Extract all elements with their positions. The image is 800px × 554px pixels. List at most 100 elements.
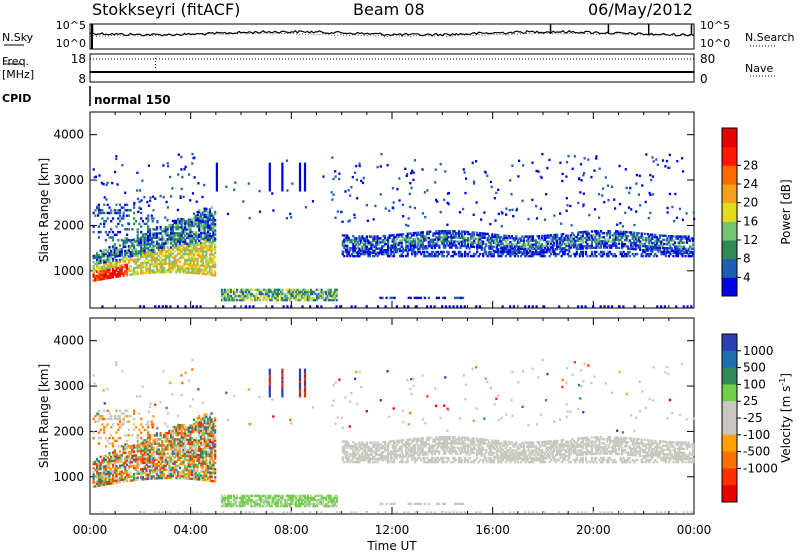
echo-cell: [187, 459, 190, 462]
echo-cell: [390, 248, 393, 251]
echo-cell: [113, 233, 116, 236]
echo-cell: [581, 252, 584, 256]
echo-cell: [187, 469, 190, 472]
echo-cell: [498, 240, 501, 243]
echo-cell: [152, 269, 155, 272]
echo-cell: [497, 252, 500, 256]
echo-cell: [465, 177, 468, 180]
echo-cell: [192, 216, 196, 220]
echo-cell: [161, 452, 164, 455]
echo-cell: [104, 454, 107, 457]
echo-cell: [110, 274, 113, 277]
echo-cell: [178, 462, 181, 466]
echo-cell: [353, 245, 356, 248]
echo-cell: [513, 251, 516, 254]
echo-cell: [212, 229, 215, 232]
echo-cell: [334, 216, 337, 219]
echo-cell: [187, 271, 190, 274]
echo-cell: [180, 187, 183, 191]
echo-cell: [152, 454, 155, 458]
echo-cell: [376, 243, 379, 246]
echo-cell: [182, 230, 185, 233]
echo-cell: [296, 298, 299, 302]
echo-cell: [143, 255, 146, 258]
echo-cell: [101, 473, 104, 476]
echo-cell: [522, 245, 526, 248]
echo-cell: [163, 228, 166, 231]
echo-cell: [637, 246, 640, 249]
echo-cell: [124, 241, 127, 244]
echo-cell: [267, 288, 270, 292]
echo-cell: [124, 415, 127, 418]
echo-cell: [177, 244, 180, 247]
echo-cell: [246, 292, 249, 296]
echo-cell: [350, 252, 353, 256]
echo-cell: [166, 468, 169, 471]
echo-cell: [189, 477, 192, 480]
echo-cell: [126, 239, 129, 242]
echo-cell: [154, 271, 157, 274]
echo-cell: [180, 240, 183, 243]
echo-cell: [113, 475, 116, 478]
echo-cell: [150, 459, 153, 462]
echo-cell: [192, 253, 196, 256]
echo-cell: [524, 254, 527, 258]
echo-cell: [380, 252, 384, 256]
echo-cell: [657, 238, 660, 241]
echo-cell: [271, 192, 274, 195]
echo-cell: [556, 245, 559, 249]
echo-cell: [598, 216, 601, 219]
echo-cell: [214, 229, 217, 232]
echo-cell: [101, 253, 104, 256]
echo-cell: [646, 247, 649, 250]
echo-cell: [400, 245, 403, 248]
echo-cell: [118, 472, 122, 476]
echo-cell: [329, 294, 332, 298]
echo-cell: [560, 254, 563, 258]
echo-cell: [143, 477, 146, 481]
echo-cell: [99, 222, 102, 226]
echo-cell: [610, 305, 614, 308]
echo-cell: [651, 175, 654, 178]
echo-cell: [480, 236, 483, 239]
echo-cell: [189, 271, 192, 274]
echo-cell: [356, 252, 359, 256]
echo-cell: [435, 296, 438, 300]
echo-cell: [467, 241, 470, 244]
echo-cell: [117, 428, 120, 432]
echo-cell: [215, 162, 218, 165]
echo-cell: [603, 201, 606, 204]
echo-cell: [133, 271, 136, 274]
echo-cell: [108, 458, 111, 461]
echo-cell: [414, 231, 417, 235]
echo-cell: [139, 207, 142, 210]
echo-cell: [194, 437, 197, 440]
echo-cell: [418, 250, 421, 254]
echo-cell: [105, 183, 108, 187]
echo-cell: [168, 464, 171, 467]
echo-cell: [675, 254, 678, 258]
echo-cell: [101, 251, 104, 254]
echo-cell: [329, 288, 332, 292]
echo-cell: [108, 248, 111, 251]
echo-cell: [601, 187, 605, 190]
echo-cell: [170, 262, 173, 265]
echo-cell: [157, 475, 160, 478]
echo-cell: [189, 426, 192, 429]
echo-cell: [117, 415, 120, 418]
echo-cell: [565, 175, 568, 178]
echo-cell: [108, 274, 111, 277]
echo-cell: [189, 455, 192, 458]
echo-cell: [94, 214, 97, 217]
echo-cell: [184, 446, 187, 449]
echo-cell: [124, 445, 127, 448]
echo-cell: [180, 450, 183, 453]
echo-cell: [145, 267, 148, 271]
echo-cell: [136, 446, 139, 449]
echo-cell: [633, 223, 636, 227]
echo-cell: [149, 196, 152, 199]
echo-cell: [270, 298, 273, 302]
echo-cell: [492, 239, 495, 242]
echo-cell: [189, 226, 192, 229]
echo-cell: [560, 239, 563, 242]
